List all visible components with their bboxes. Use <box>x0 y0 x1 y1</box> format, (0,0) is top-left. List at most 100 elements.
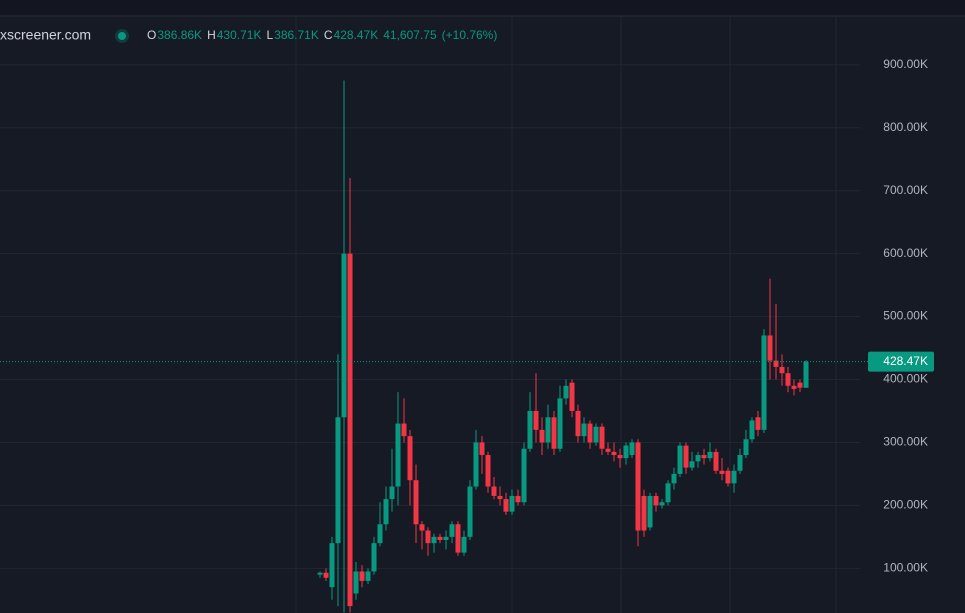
candle-body <box>761 335 767 430</box>
candle-body <box>395 423 401 487</box>
candle-body <box>437 536 443 540</box>
candle-body <box>383 499 389 525</box>
candle-body <box>449 524 455 537</box>
candle-body <box>767 335 773 361</box>
candle-body <box>341 253 347 418</box>
candle-body <box>455 524 461 553</box>
candle-body <box>323 572 329 578</box>
candle-body <box>491 486 497 496</box>
change: 41,607.75 <box>383 28 437 42</box>
candles <box>317 80 809 613</box>
last-price-label: 428.47K <box>883 354 928 368</box>
candle-body <box>779 366 785 374</box>
status-halo <box>115 29 129 43</box>
candle-body <box>755 417 761 430</box>
candle-body <box>707 451 713 459</box>
candle-body <box>641 495 647 531</box>
candle-body <box>737 455 743 471</box>
candle-body <box>533 410 539 430</box>
candle-body <box>401 423 407 437</box>
candle-body <box>473 442 479 487</box>
candle-body <box>503 499 509 512</box>
candle-body <box>425 530 431 544</box>
candle-body <box>389 486 395 500</box>
ohlc-value: 430.71K <box>217 28 262 42</box>
candle-body <box>659 502 665 506</box>
candle-body <box>563 385 569 399</box>
candle-body <box>797 382 803 388</box>
candle-body <box>635 442 641 531</box>
last-price-badge <box>868 351 934 372</box>
candle-body <box>803 361 809 388</box>
y-tick-label: 200.00K <box>883 498 928 512</box>
grid <box>0 64 860 569</box>
source: xscreener.com <box>0 27 91 43</box>
ohlc-key: C <box>324 28 333 42</box>
ohlc-value: 428.47K <box>334 28 379 42</box>
candle-body <box>497 495 503 500</box>
candle-body <box>419 524 425 531</box>
candle-body <box>413 480 419 525</box>
y-tick-label: 700.00K <box>883 183 928 197</box>
candle-body <box>701 455 707 459</box>
candle-body <box>569 382 575 411</box>
candle-body <box>791 385 797 389</box>
candle-body <box>629 442 635 456</box>
ohlc-key: O <box>147 28 156 42</box>
candle-body <box>539 429 545 443</box>
candle-body <box>665 483 671 503</box>
candle-body <box>683 445 689 468</box>
status-dot <box>118 32 126 40</box>
candle-body <box>329 543 335 588</box>
candle-body <box>371 543 377 572</box>
change-pct: (+10.76%) <box>442 28 498 42</box>
y-tick-label: 100.00K <box>883 560 928 574</box>
candle-body <box>521 448 527 503</box>
candle-body <box>347 253 353 607</box>
candle-body <box>713 451 719 471</box>
candle-body <box>317 572 323 575</box>
candle-body <box>653 495 659 506</box>
candle-body <box>509 495 515 512</box>
candle-body <box>695 455 701 462</box>
legend: xscreener.com O 386.86K H 430.71K L 386.71K C 4… <box>0 27 497 43</box>
candle-body <box>647 495 653 528</box>
candle-body <box>617 455 623 459</box>
candle-body <box>599 426 605 449</box>
candle-body <box>443 536 449 540</box>
ohlc-value: 386.86K <box>157 28 202 42</box>
candle-body <box>725 470 731 484</box>
candle-body <box>359 571 365 581</box>
candle-body <box>377 524 383 544</box>
candle-body <box>689 461 695 468</box>
y-tick-label: 900.00K <box>883 57 928 71</box>
candle-body <box>581 423 587 437</box>
candle-body <box>479 442 485 456</box>
candle-body <box>593 426 599 443</box>
candle-body <box>467 486 473 537</box>
candle-body <box>485 455 491 487</box>
candle-body <box>611 451 617 456</box>
ohlc-key: L <box>266 28 273 42</box>
candle-body <box>527 410 533 449</box>
y-tick-label: 300.00K <box>883 435 928 449</box>
candle-body <box>731 470 737 484</box>
y-tick-label: 500.00K <box>883 309 928 323</box>
candle-body <box>671 473 677 484</box>
candle-body <box>605 448 611 452</box>
candle-body <box>365 571 371 581</box>
candle-body <box>719 470 725 474</box>
candle-body <box>587 423 593 443</box>
candle-body <box>785 373 791 386</box>
ohlc-key: H <box>207 28 216 42</box>
candle-body <box>515 495 521 503</box>
candle-body <box>557 398 563 449</box>
candle-body <box>407 436 413 481</box>
y-tick-label: 400.00K <box>883 372 928 386</box>
y-tick-label: 600.00K <box>883 246 928 260</box>
candle-body <box>575 410 581 437</box>
candle-body <box>551 417 557 449</box>
